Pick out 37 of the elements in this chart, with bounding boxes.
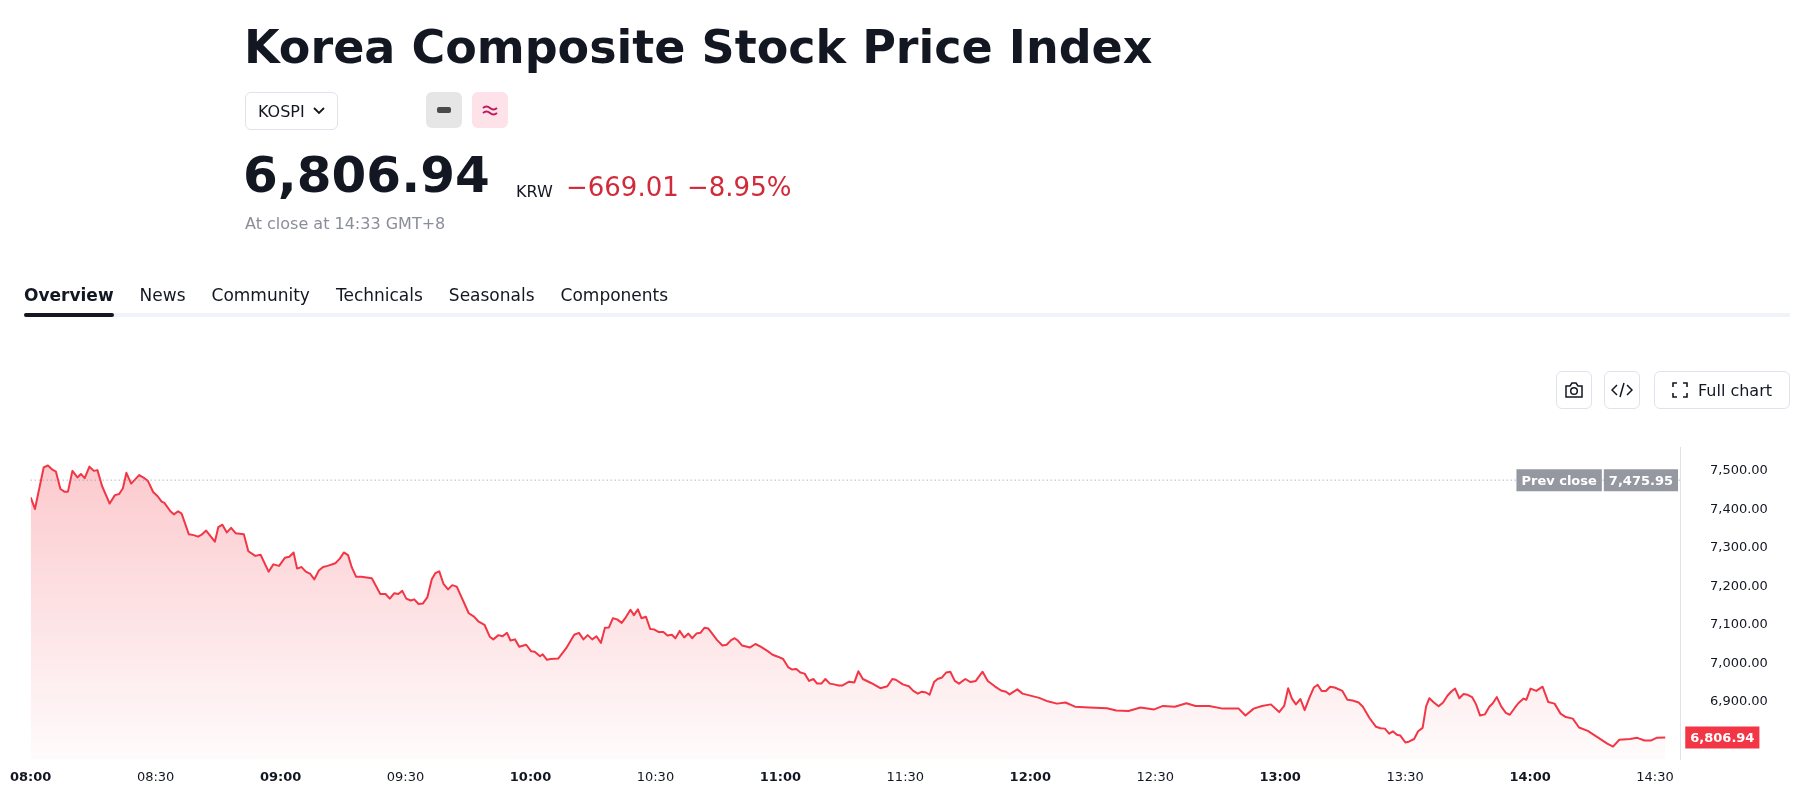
- y-tick-label: 7,200.00: [1710, 577, 1768, 593]
- x-tick-label: 09:30: [386, 768, 425, 784]
- x-tick-label: 10:30: [636, 768, 675, 784]
- x-tick-label: 12:30: [1136, 768, 1174, 784]
- x-tick-label: 09:00: [259, 768, 302, 784]
- x-tick-label: 13:00: [1259, 768, 1301, 784]
- x-tick-label: 14:00: [1509, 768, 1551, 784]
- x-tick-label: 11:30: [886, 768, 925, 784]
- text: Seasonals: [448, 285, 535, 305]
- text: News: [139, 285, 186, 305]
- chart-title: Korea Composite Stock Price Index: [244, 20, 1153, 74]
- y-tick-label: 7,400.00: [1710, 500, 1768, 516]
- text: KOSPI: [258, 101, 305, 121]
- y-tick-label: 7,500.00: [1710, 462, 1768, 478]
- x-tick-label: 10:00: [509, 768, 552, 784]
- x-tick-label: 08:30: [136, 768, 175, 784]
- y-tick-label: 7,100.00: [1710, 616, 1768, 632]
- text: Full chart: [1697, 380, 1773, 400]
- text: At close at 14:33 GMT+8: [245, 214, 446, 233]
- annotation: 7,475.95: [1608, 472, 1674, 488]
- text: 6,806.94: [243, 146, 490, 204]
- x-tick-label: 08:00: [9, 768, 52, 784]
- text: Overview: [24, 285, 114, 305]
- y-tick-label: 6,900.00: [1710, 693, 1768, 709]
- x-tick-label: 12:00: [1009, 768, 1051, 784]
- y-tick-label: 7,000.00: [1710, 654, 1768, 670]
- text: KRW: [516, 182, 553, 201]
- ref-line-label: Prev close: [1521, 472, 1598, 488]
- y-tick-label: 7,300.00: [1710, 539, 1768, 555]
- annotation: 6,806.94: [1690, 729, 1755, 745]
- text: Technicals: [335, 285, 423, 305]
- x-tick-label: 14:30: [1636, 768, 1674, 784]
- x-tick-label: 11:00: [759, 768, 802, 784]
- x-tick-label: 13:30: [1386, 768, 1424, 784]
- text: Community: [211, 285, 310, 305]
- text: Components: [560, 285, 669, 305]
- text: −669.01 −8.95%: [566, 172, 792, 202]
